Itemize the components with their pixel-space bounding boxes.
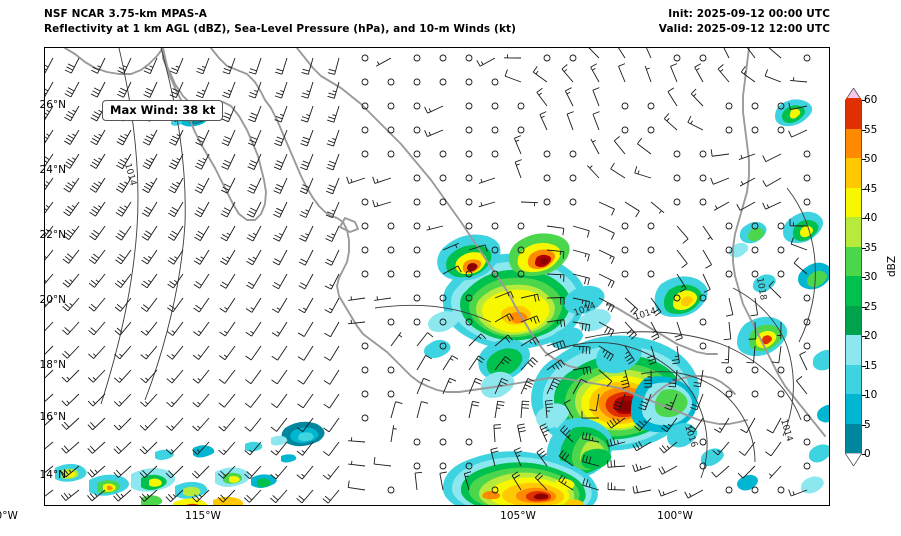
refl-cyclone-core <box>531 335 700 478</box>
colorbar-segment <box>846 363 861 394</box>
colorbar: 0 5 10 15 20 25 30 35 40 45 50 55 60 <box>845 88 877 466</box>
colorbar-tick <box>862 159 866 160</box>
ytick-22N: 22°N <box>39 229 66 241</box>
ytick-20N: 20°N <box>39 294 66 306</box>
xtick-110W: 110°W <box>0 510 18 522</box>
colorbar-tick-label: 60 <box>864 94 878 106</box>
xtick-105W: 105°W <box>500 510 536 522</box>
colorbar-gradient <box>845 98 862 454</box>
xtick-115W: 115°W <box>185 510 221 522</box>
refl-gulf-cell <box>271 421 325 447</box>
colorbar-tick <box>862 218 866 219</box>
field-description: Reflectivity at 1 km AGL (dBZ), Sea-Leve… <box>44 23 517 35</box>
colorbar-segment <box>846 216 861 247</box>
colorbar-segment <box>846 127 861 158</box>
ytick-14N: 14°N <box>39 469 66 481</box>
colorbar-tick-label: 20 <box>864 330 878 342</box>
colorbar-tick-label: 30 <box>864 271 878 283</box>
colorbar-tick-label: 15 <box>864 359 878 372</box>
colorbar-tick <box>862 365 866 367</box>
colorbar-segment <box>846 393 861 424</box>
colorbar-tick-label: 45 <box>864 182 878 195</box>
colorbar-extend-min-arrow <box>845 453 862 466</box>
colorbar-segment <box>846 275 861 306</box>
svg-text:1018: 1018 <box>754 277 768 302</box>
refl-cluster-west <box>424 233 611 398</box>
colorbar-segment <box>846 98 861 129</box>
colorbar-segment <box>846 304 861 335</box>
reflectivity-field <box>55 99 829 505</box>
colorbar-tick-label: 0 <box>864 448 871 460</box>
valid-time-label: Valid: 2025-09-12 12:00 UTC <box>658 23 830 35</box>
map-plot-area: 1014 1014 1014 1016 1014 1018 Max Wind: <box>44 47 830 506</box>
sea-level-pressure-contours <box>100 48 816 479</box>
max-wind-annotation: Max Wind: 38 kt <box>102 100 224 121</box>
colorbar-segment <box>846 422 861 453</box>
colorbar-tick <box>862 424 866 426</box>
colorbar-tick <box>862 336 866 337</box>
colorbar-tick-label: 10 <box>864 389 878 401</box>
colorbar-tick <box>862 247 866 249</box>
refl-coastal-south <box>442 448 612 505</box>
colorbar-tick <box>862 129 866 131</box>
model-title: NSF NCAR 3.75-km MPAS-A <box>44 8 208 20</box>
colorbar-tick-label: 35 <box>864 241 878 254</box>
ytick-26N: 26°N <box>39 99 66 111</box>
colorbar-segment <box>846 157 861 188</box>
colorbar-tick-label: 40 <box>864 212 878 224</box>
ytick-24N: 24°N <box>39 164 66 176</box>
colorbar-segment <box>846 334 861 365</box>
init-time-label: Init: 2025-09-12 00:00 UTC <box>668 8 830 20</box>
svg-text:1014: 1014 <box>778 418 794 443</box>
map-canvas: 1014 1014 1014 1016 1014 1018 <box>45 48 829 505</box>
colorbar-axis-label: dBZ <box>886 255 898 277</box>
xtick-100W: 100°W <box>657 510 693 522</box>
refl-east-coast <box>654 99 829 494</box>
colorbar-tick <box>862 306 866 308</box>
colorbar-tick-label: 50 <box>864 153 878 165</box>
colorbar-tick-label: 25 <box>864 300 878 313</box>
colorbar-segment <box>846 186 861 217</box>
colorbar-tick <box>862 188 866 190</box>
wind-barb-layer <box>45 48 811 504</box>
colorbar-tick <box>862 454 866 455</box>
refl-offshore-southwest <box>55 441 297 505</box>
colorbar-tick-label: 55 <box>864 123 878 136</box>
colorbar-tick <box>862 277 866 278</box>
colorbar-segment <box>846 245 861 276</box>
colorbar-tick <box>862 395 866 396</box>
ytick-16N: 16°N <box>39 411 66 423</box>
ytick-18N: 18°N <box>39 359 66 371</box>
colorbar-tick-label: 5 <box>864 418 871 431</box>
colorbar-extend-max-arrow <box>845 88 862 101</box>
colorbar-tick <box>862 100 866 101</box>
